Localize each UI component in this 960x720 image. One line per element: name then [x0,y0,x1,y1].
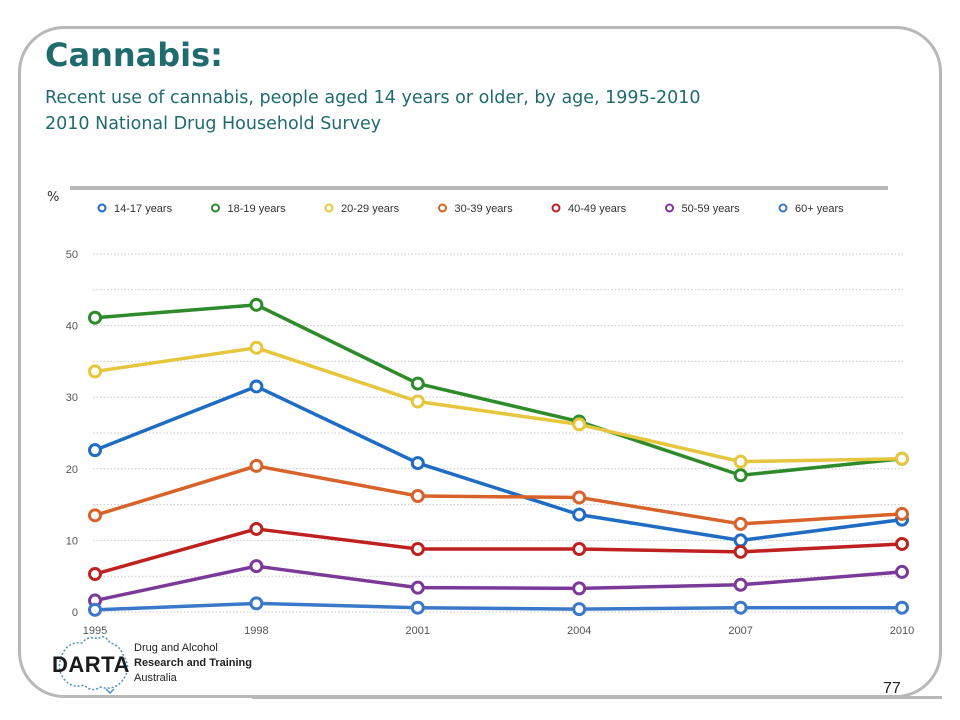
page-number: 77 [883,680,901,697]
data-point [572,602,587,617]
x-tick-label: 1998 [244,625,268,637]
slide-frame [18,26,942,698]
legend-marker [665,203,674,213]
data-point [249,297,264,312]
y-tick-label: 30 [66,392,78,404]
x-tick-label: 2001 [406,625,430,637]
data-point [733,454,748,469]
x-tick-label: 1995 [83,625,107,637]
data-point [572,490,587,505]
logo-line-1: Drug and Alcohol [134,642,218,654]
data-point [249,379,264,394]
data-point [410,376,425,391]
logo-line-2: Research and Training [134,657,252,669]
x-tick-label: 2004 [567,625,591,637]
data-point [249,458,264,473]
legend-label: 60+ years [795,203,844,215]
data-point [410,541,425,556]
darta-logo [48,633,268,698]
y-tick-label: 0 [72,607,78,619]
data-point [88,443,102,458]
slide-title: Cannabis: [45,36,223,74]
data-point [249,559,264,574]
data-point [410,600,425,615]
chart-subtitle: Recent use of cannabis, people aged 14 y… [45,88,701,108]
series-line [94,564,903,603]
header-rule [70,186,888,190]
x-tick-label: 2010 [890,625,914,637]
series-line [94,384,903,543]
x-tick-label: 2007 [728,625,752,637]
legend-label: 30-39 years [455,203,514,215]
data-point [572,417,587,432]
legend-label: 50-59 years [682,203,741,215]
cannabis-line-chart: 0 10 20 30 40 50 1995 1998 2001 2004 2007 2010 14-17… [66,203,914,637]
y-tick-label: 10 [66,535,78,547]
series-line [94,464,903,526]
data-point [88,602,102,617]
data-point [572,507,587,522]
data-point [249,596,264,611]
series-line [94,601,902,612]
legend-marker [97,203,107,213]
y-tick-label: 40 [66,321,78,333]
legend-marker [778,203,788,213]
data-point [733,468,748,483]
data-point [895,536,909,551]
legend-label: 18-19 years [228,203,287,215]
series-line [94,527,903,576]
footer-rule [252,696,942,699]
logo-line-3: Australia [134,672,177,684]
data-point [895,600,909,615]
data-point [410,394,425,409]
series-line [94,346,903,464]
data-point [895,564,909,579]
data-point [572,581,587,596]
series-line [94,303,903,477]
data-point [733,600,748,615]
y-tick-label: 20 [66,464,78,476]
data-point [88,567,102,582]
legend-label: 40-49 years [568,203,627,215]
data-point [733,577,748,592]
legend-marker [438,203,447,213]
data-point [88,364,102,379]
australia-map-icon [58,636,129,695]
legend-label: 20-29 years [341,203,400,215]
legend-marker [551,203,561,213]
survey-name: 2010 National Drug Household Survey [45,114,382,134]
data-point [895,451,909,466]
data-point [88,310,102,325]
y-tick-label: 50 [66,249,78,261]
data-point [410,456,425,471]
data-point [733,544,748,559]
data-point [410,489,425,504]
data-point [249,521,264,536]
data-point [572,541,587,556]
darta-wordmark: DARTA [52,652,130,677]
data-point [733,516,748,531]
data-point [895,506,909,521]
legend-marker [211,203,220,213]
legend-label: 14-17 years [114,203,173,215]
data-point [733,533,748,548]
data-point [88,508,102,523]
data-point [249,340,264,355]
legend-marker [324,203,334,213]
y-axis-unit-label: % [47,190,60,205]
data-point [410,580,425,595]
